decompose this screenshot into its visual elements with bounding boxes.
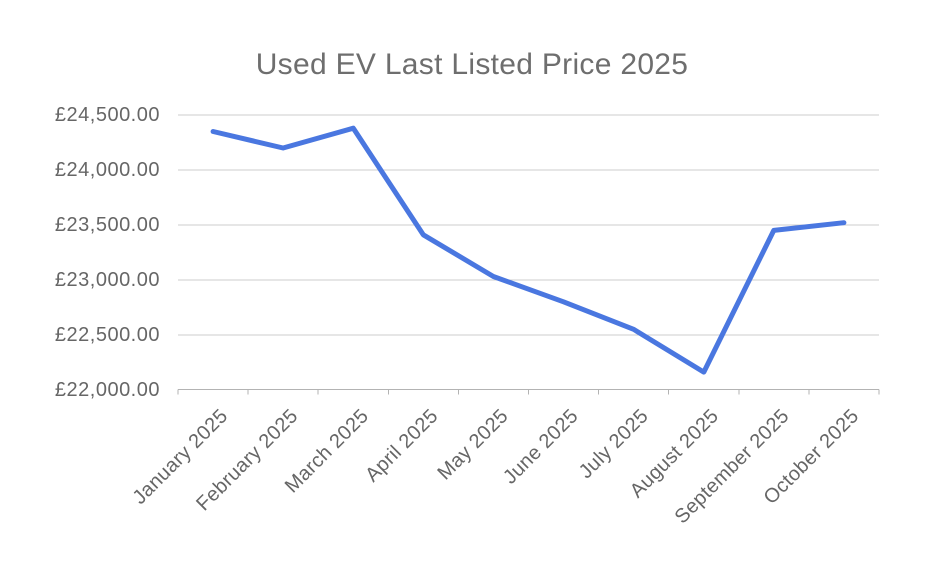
y-axis-tick-label: £24,500.00 — [54, 104, 160, 126]
price-series-line — [210, 125, 847, 375]
y-axis-tick-label: £22,500.00 — [54, 323, 160, 346]
y-axis-tick-label: £23,500.00 — [54, 213, 160, 236]
y-axis-tick-label: £23,000.00 — [54, 268, 160, 291]
chart-title: Used EV Last Listed Price 2025 — [255, 48, 689, 81]
y-axis-tick-label: £24,000.00 — [54, 158, 160, 181]
y-axis-tick-label: £22,000.00 — [54, 378, 160, 401]
